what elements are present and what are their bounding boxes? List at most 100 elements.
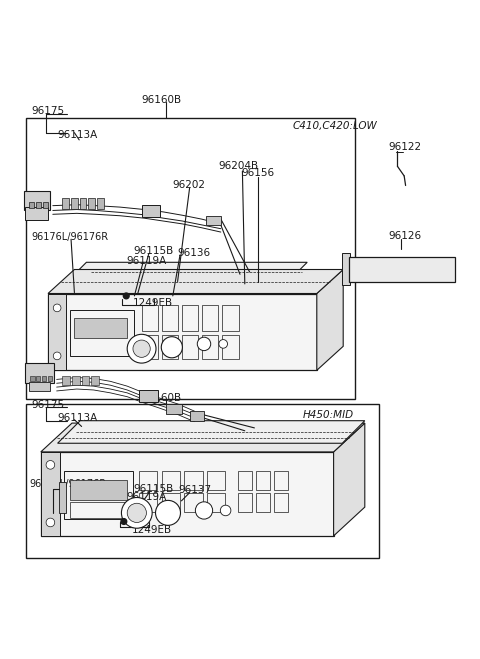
Text: H450:MID: H450:MID	[302, 410, 354, 420]
Bar	[88, 198, 95, 208]
Bar	[139, 471, 157, 490]
Text: C410,C420:LOW: C410,C420:LOW	[293, 121, 378, 130]
Text: 96160B: 96160B	[142, 393, 182, 403]
Bar	[349, 256, 455, 281]
Polygon shape	[41, 423, 365, 452]
Bar	[74, 318, 127, 337]
Bar	[43, 202, 48, 208]
Bar	[274, 493, 288, 512]
Bar	[162, 493, 180, 512]
Bar	[256, 471, 270, 490]
Bar	[26, 119, 355, 399]
Bar	[206, 215, 221, 225]
Circle shape	[121, 519, 127, 525]
Circle shape	[53, 304, 61, 312]
Circle shape	[53, 352, 61, 360]
Circle shape	[133, 340, 150, 357]
Polygon shape	[48, 270, 343, 293]
Bar	[184, 493, 203, 512]
Text: 96204B: 96204B	[218, 161, 259, 171]
Bar	[142, 304, 158, 331]
Bar	[274, 471, 288, 490]
Text: 96202: 96202	[173, 181, 206, 190]
Bar	[62, 376, 70, 385]
Circle shape	[219, 339, 228, 348]
Polygon shape	[317, 270, 343, 370]
Bar	[41, 452, 60, 536]
Bar	[59, 482, 66, 513]
Bar	[162, 471, 180, 490]
Bar	[139, 391, 158, 403]
Polygon shape	[67, 262, 307, 281]
Bar	[190, 411, 204, 420]
Bar	[238, 471, 252, 490]
Bar	[342, 252, 350, 285]
Bar	[70, 502, 127, 518]
Circle shape	[127, 503, 146, 523]
Bar	[72, 376, 80, 385]
Circle shape	[197, 337, 211, 351]
Bar	[48, 293, 66, 370]
Bar	[29, 202, 34, 208]
Text: 1249EB: 1249EB	[132, 525, 172, 535]
Circle shape	[46, 461, 55, 469]
Bar	[238, 493, 252, 512]
Text: 96175: 96175	[31, 400, 64, 410]
Text: 96119A: 96119A	[127, 256, 167, 266]
Text: 96176L/96176R: 96176L/96176R	[31, 233, 108, 243]
Bar	[24, 191, 50, 210]
Bar	[36, 202, 41, 208]
Text: 96119A: 96119A	[127, 492, 167, 502]
Polygon shape	[334, 423, 365, 536]
Bar	[82, 376, 89, 385]
Circle shape	[123, 293, 129, 299]
Bar	[166, 404, 182, 413]
Bar	[222, 335, 239, 358]
Text: 96175: 96175	[31, 106, 64, 116]
Bar	[182, 335, 198, 358]
Circle shape	[127, 334, 156, 363]
Circle shape	[220, 505, 231, 516]
Text: 96113A: 96113A	[58, 130, 98, 140]
Circle shape	[156, 500, 180, 525]
Text: 96136: 96136	[178, 248, 211, 258]
Circle shape	[195, 501, 213, 519]
Bar	[256, 493, 270, 512]
Text: 96113A: 96113A	[58, 413, 98, 423]
Text: 96176L/96176R: 96176L/96176R	[30, 479, 107, 489]
Bar	[26, 404, 379, 558]
Text: 96156: 96156	[241, 169, 274, 179]
Bar	[139, 493, 157, 512]
Text: 96160B: 96160B	[142, 95, 182, 105]
Bar	[25, 207, 48, 220]
Bar	[162, 335, 178, 358]
Text: 1249EB: 1249EB	[133, 298, 173, 308]
Text: 96115B: 96115B	[133, 246, 174, 256]
Bar	[222, 304, 239, 331]
Bar	[80, 198, 86, 208]
Bar	[64, 471, 133, 519]
Bar	[162, 304, 178, 331]
Text: 96137: 96137	[179, 485, 212, 496]
Circle shape	[121, 498, 152, 529]
Circle shape	[46, 518, 55, 527]
Bar	[62, 198, 69, 208]
Bar	[142, 335, 158, 358]
Text: HYUNDAI: HYUNDAI	[376, 264, 433, 273]
Bar	[30, 376, 35, 382]
Text: 96122: 96122	[389, 142, 422, 152]
Bar	[91, 376, 99, 385]
Bar	[202, 335, 218, 358]
Text: 96126: 96126	[389, 231, 422, 241]
Text: 96115B: 96115B	[133, 484, 174, 494]
Bar	[97, 198, 104, 208]
Bar	[202, 304, 218, 331]
Bar	[48, 376, 52, 382]
Bar	[36, 376, 40, 382]
Bar	[29, 382, 50, 391]
Bar	[41, 452, 334, 536]
Bar	[142, 205, 160, 217]
Bar	[207, 471, 225, 490]
Bar	[48, 293, 317, 370]
Bar	[70, 480, 127, 500]
